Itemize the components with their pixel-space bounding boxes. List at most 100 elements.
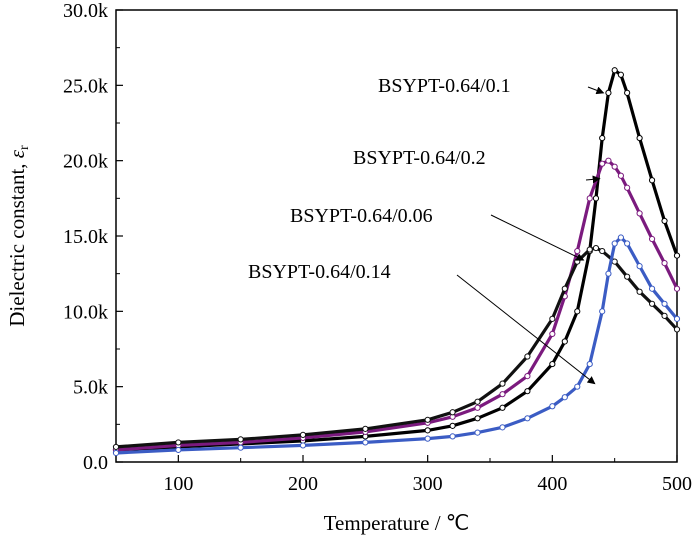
data-point bbox=[624, 184, 631, 191]
series-layer bbox=[112, 67, 681, 457]
data-point bbox=[112, 449, 120, 457]
data-point bbox=[299, 442, 307, 449]
data-point bbox=[424, 416, 431, 423]
data-point bbox=[474, 404, 481, 411]
data-point bbox=[592, 244, 600, 252]
data-point bbox=[524, 415, 531, 422]
data-point bbox=[661, 312, 668, 319]
y-axis-label: Dielectric constant, εr bbox=[5, 145, 32, 327]
data-point bbox=[599, 308, 606, 315]
data-point bbox=[449, 422, 456, 429]
data-point bbox=[648, 177, 656, 184]
data-point bbox=[661, 217, 668, 225]
data-point bbox=[624, 89, 631, 96]
y-tick-label: 5.0k bbox=[73, 377, 108, 399]
data-point bbox=[524, 388, 531, 395]
data-point bbox=[617, 71, 625, 78]
annotation-arrow bbox=[587, 86, 605, 95]
data-point bbox=[617, 234, 625, 241]
data-point bbox=[673, 315, 681, 322]
x-tick-label: 400 bbox=[537, 473, 567, 495]
data-point bbox=[586, 246, 593, 253]
data-point bbox=[611, 240, 618, 247]
data-point bbox=[549, 315, 556, 322]
data-point bbox=[175, 446, 182, 454]
data-point bbox=[617, 172, 625, 179]
x-tick-label: 100 bbox=[163, 473, 193, 495]
data-point bbox=[624, 240, 631, 247]
data-point bbox=[449, 433, 456, 440]
data-point bbox=[661, 300, 668, 307]
data-point bbox=[648, 300, 656, 307]
data-point bbox=[474, 398, 481, 405]
data-point bbox=[549, 360, 556, 368]
x-tick-label: 200 bbox=[288, 473, 318, 495]
y-tick-label: 15.0k bbox=[63, 226, 108, 248]
data-point bbox=[237, 444, 244, 451]
series-points-bsypt-0-64-0-1 bbox=[112, 67, 681, 454]
data-point bbox=[499, 391, 506, 398]
annotation-label: BSYPT-0.64/0.2 bbox=[353, 147, 486, 169]
data-point bbox=[299, 431, 307, 438]
data-point bbox=[362, 439, 369, 446]
data-point bbox=[574, 247, 581, 255]
data-point bbox=[112, 443, 120, 451]
data-point bbox=[661, 260, 668, 267]
data-point bbox=[524, 353, 531, 360]
data-point bbox=[592, 195, 600, 202]
y-tick-label: 25.0k bbox=[63, 75, 108, 97]
y-tick-label: 0.0 bbox=[83, 452, 108, 474]
x-tick-label: 300 bbox=[413, 473, 443, 495]
data-point bbox=[605, 270, 612, 277]
annotation-layer: BSYPT-0.64/0.1 BSYPT-0.64/0.2 BSYPT-0.64/0… bbox=[248, 75, 605, 385]
data-point bbox=[362, 425, 369, 432]
data-point bbox=[673, 326, 681, 333]
data-point bbox=[636, 288, 643, 295]
y-tick-label: 20.0k bbox=[63, 151, 108, 173]
data-point bbox=[673, 285, 681, 292]
data-point bbox=[424, 427, 431, 434]
axes-layer: 100 200 300 400 500 0.0 5.0k 10.0k 15.0k 20.0k 25.… bbox=[63, 0, 692, 495]
series-points-bsypt-0-64-0-14 bbox=[112, 234, 681, 457]
data-point bbox=[605, 89, 612, 96]
data-point bbox=[611, 163, 618, 170]
x-tick-label: 500 bbox=[662, 473, 692, 495]
data-point bbox=[636, 134, 643, 142]
data-point bbox=[549, 330, 556, 338]
data-point bbox=[499, 404, 506, 411]
data-point bbox=[636, 263, 643, 270]
data-point bbox=[673, 252, 681, 259]
data-point bbox=[624, 273, 631, 280]
data-point bbox=[237, 436, 244, 443]
data-point bbox=[574, 308, 581, 315]
data-point bbox=[561, 394, 568, 401]
annotation-label: BSYPT-0.64/0.06 bbox=[290, 205, 433, 227]
x-axis-label: Temperature / ℃ bbox=[324, 511, 470, 535]
data-point bbox=[524, 373, 531, 380]
series-line-bsypt-0-64-0-14 bbox=[115, 235, 679, 455]
data-point bbox=[586, 195, 593, 202]
annotation-label: BSYPT-0.64/0.14 bbox=[248, 261, 391, 283]
series-points-bsypt-0-64-0-06 bbox=[112, 244, 681, 451]
data-point bbox=[586, 360, 593, 368]
data-point bbox=[648, 235, 656, 243]
data-point bbox=[648, 285, 656, 292]
annotation-label: BSYPT-0.64/0.1 bbox=[378, 75, 511, 97]
series-line-bsypt-0-64-0-1 bbox=[115, 68, 679, 452]
data-point bbox=[574, 258, 581, 265]
data-point bbox=[561, 338, 568, 345]
data-point bbox=[549, 403, 556, 410]
data-point bbox=[574, 383, 581, 390]
y-tick-label: 30.0k bbox=[63, 0, 108, 22]
series-line-bsypt-0-64-0-06 bbox=[115, 246, 679, 449]
data-point bbox=[474, 429, 481, 436]
data-point bbox=[611, 67, 618, 74]
data-point bbox=[599, 160, 606, 167]
data-point bbox=[605, 157, 612, 164]
data-point bbox=[636, 210, 643, 217]
data-point bbox=[561, 285, 568, 292]
data-point bbox=[599, 247, 606, 255]
data-point bbox=[474, 415, 481, 422]
annotation-arrow bbox=[585, 175, 601, 184]
